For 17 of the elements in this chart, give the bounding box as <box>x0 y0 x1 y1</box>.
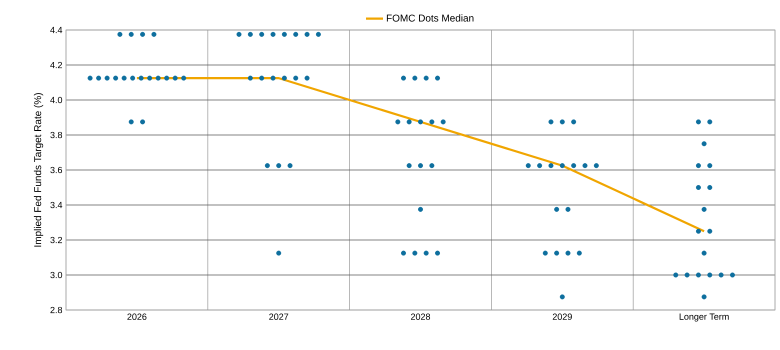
y-tick-label: 3.0 <box>50 272 62 278</box>
y-tick-label: 4.4 <box>50 26 62 34</box>
y-tick-label: 3.4 <box>50 202 62 208</box>
y-tick-label: 4.2 <box>50 62 62 68</box>
x-tick-label: Longer Term <box>680 314 729 322</box>
x-tick-label: 2029 <box>552 314 572 320</box>
x-tick-label: 2028 <box>410 314 430 320</box>
y-tick-label: 3.6 <box>50 166 62 174</box>
line-series <box>136 77 706 232</box>
legend-label: FOMC Dots Median <box>386 14 474 22</box>
y-tick-label: 2.8 <box>50 306 62 314</box>
y-axis-title: Implied Fed Funds Target Rate (%) <box>34 93 44 247</box>
y-tick-label: 4.0 <box>50 96 62 104</box>
y-tick-label: 3.8 <box>50 132 62 138</box>
x-tick-label: 2026 <box>127 314 146 320</box>
x-tick-label: 2027 <box>269 314 288 320</box>
y-tick-label: 3.2 <box>50 236 62 244</box>
